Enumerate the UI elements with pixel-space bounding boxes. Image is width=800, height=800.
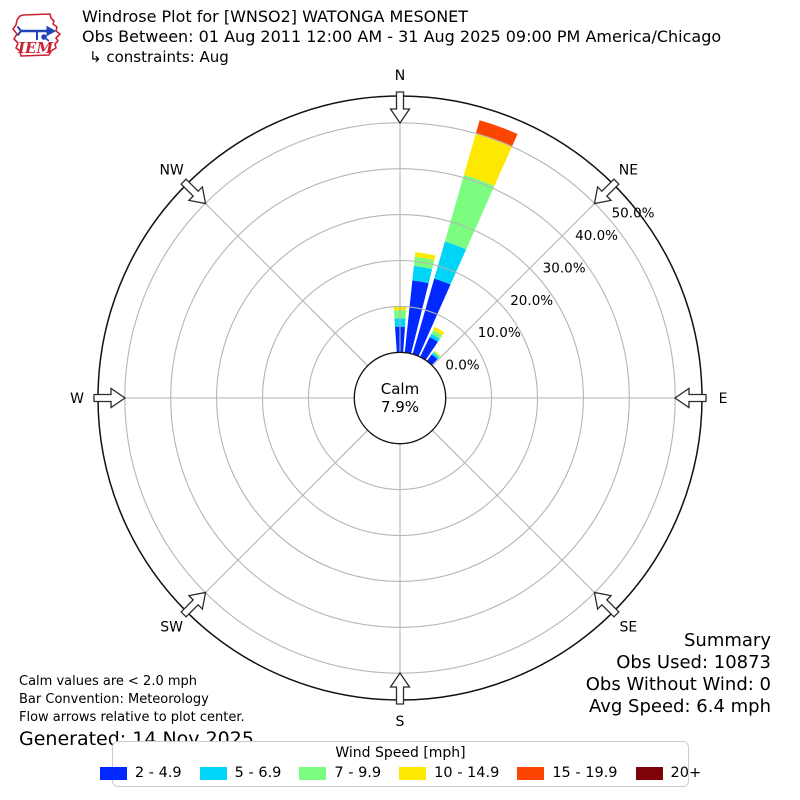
legend-swatch-icon [399, 766, 427, 780]
compass-label-s: S [396, 714, 405, 730]
grid-spoke [431, 184, 614, 367]
summary-avg-speed: Avg Speed: 6.4 mph [589, 696, 771, 717]
windrose-bar-segment [431, 330, 443, 339]
ring-tick-label: 50.0% [612, 205, 655, 221]
legend-swatch-icon [635, 766, 663, 780]
windrose-bar-segment [434, 241, 467, 285]
windrose-bar-segment [404, 280, 429, 354]
ring-tick-label: 10.0% [478, 325, 521, 341]
windrose-bar-segment [433, 326, 445, 336]
legend-item: 5 - 6.9 [199, 765, 282, 781]
legend-swatch-icon [299, 766, 327, 780]
summary-obs-used: Obs Used: 10873 [616, 652, 771, 673]
flow-arrow-n-icon [389, 91, 411, 125]
legend-swatch-icon [199, 766, 227, 780]
calm-value: 7.9% [381, 398, 419, 416]
windrose-bar-segment [475, 120, 518, 147]
legend-label: 2 - 4.9 [134, 765, 182, 781]
windrose-bar-segment [444, 174, 495, 250]
compass-label-nw: NW [159, 163, 183, 179]
grid-spoke [186, 184, 369, 367]
legend-entries: 2 - 4.9 5 - 6.9 7 - 9.9 10 - 14.9 15 - 19.9 2… [99, 765, 701, 781]
ring-tick-label: 0.0% [445, 358, 479, 374]
ring-tick-label: 40.0% [575, 228, 618, 244]
compass-label-se: SE [620, 619, 638, 635]
compass-label-w: W [70, 391, 84, 407]
iem-logo-text: IEM [17, 39, 53, 57]
plot-labels: N NE E SE S SW W NW 0.0% 10.0% 20.0% 30.0% 40.0% 50.0… [70, 68, 727, 730]
grid-spoke [186, 429, 369, 612]
legend-label: 15 - 19.9 [552, 765, 618, 781]
compass-label-sw: SW [160, 619, 183, 635]
flow-arrow-e-icon [673, 387, 707, 409]
grid-spoke [431, 429, 614, 612]
plot-title: Windrose Plot for [WNSO2] WATONGA MESONE… [82, 7, 469, 26]
windrose-bar-segment [429, 333, 440, 342]
title-block: Windrose Plot for [WNSO2] WATONGA MESONE… [82, 7, 721, 67]
compass-label-n: N [395, 68, 405, 84]
legend-item: 15 - 19.9 [517, 765, 618, 781]
plot-subtitle: Obs Between: 01 Aug 2011 12:00 AM - 31 A… [82, 27, 722, 46]
summary-obs-without-wind: Obs Without Wind: 0 [585, 674, 771, 695]
plot-constraints: ↳ constraints: Aug [89, 48, 229, 66]
wind-vane-icon [16, 25, 57, 42]
compass-label-ne: NE [619, 163, 638, 179]
windrose-bar-segment [412, 265, 433, 284]
legend-label: 7 - 9.9 [334, 765, 382, 781]
windrose-bar-segment [414, 252, 436, 261]
flow-arrows [93, 91, 707, 705]
legend-label: 5 - 6.9 [234, 765, 282, 781]
flow-arrow-se-icon [593, 591, 620, 618]
flow-arrow-sw-icon [180, 591, 207, 618]
calm-label: Calm [381, 380, 419, 398]
legend-item: 7 - 9.9 [299, 765, 381, 781]
ring-tick-label: 20.0% [510, 293, 553, 309]
windrose-bar-segment [433, 351, 441, 358]
windrose-bar-segment [420, 337, 438, 361]
legend-item: 10 - 14.9 [399, 765, 499, 781]
windrose-bar-segment [431, 352, 440, 360]
footnotes: Calm values are < 2.0 mph Bar Convention… [19, 673, 245, 727]
calm-circle [353, 351, 447, 445]
flow-arrow-w-icon [93, 387, 127, 409]
legend-swatch-icon [517, 766, 545, 780]
compass-label-e: E [719, 391, 728, 407]
bar-convention-note: Bar Convention: Meteorology [19, 692, 209, 707]
calm-note: Calm values are < 2.0 mph [19, 674, 198, 689]
legend-item: 2 - 4.9 [99, 765, 182, 781]
flow-arrow-ne-icon [593, 178, 620, 205]
iem-logo: IEM [12, 13, 61, 57]
windrose-bar-segment [463, 133, 513, 187]
wind-speed-legend: Wind Speed [mph] 2 - 4.9 5 - 6.9 7 - 9.9 10… [99, 741, 701, 787]
flow-arrow-s-icon [389, 671, 411, 705]
summary-block: Summary Obs Used: 10873 Obs Without Wind… [586, 630, 771, 718]
summary-heading: Summary [684, 630, 771, 651]
flow-arrow-nw-icon [180, 178, 207, 205]
legend-label: 20+ [670, 765, 702, 781]
windrose-bar-segment [412, 278, 451, 357]
legend-label: 10 - 14.9 [434, 765, 500, 781]
legend-title: Wind Speed [mph] [335, 745, 466, 761]
windrose-bar-segment [433, 350, 441, 357]
legend-swatch-icon [99, 766, 127, 780]
legend-item: 20+ [635, 765, 702, 781]
flow-arrows-note: Flow arrows relative to plot center. [19, 710, 245, 725]
ring-tick-label: 30.0% [543, 260, 586, 276]
